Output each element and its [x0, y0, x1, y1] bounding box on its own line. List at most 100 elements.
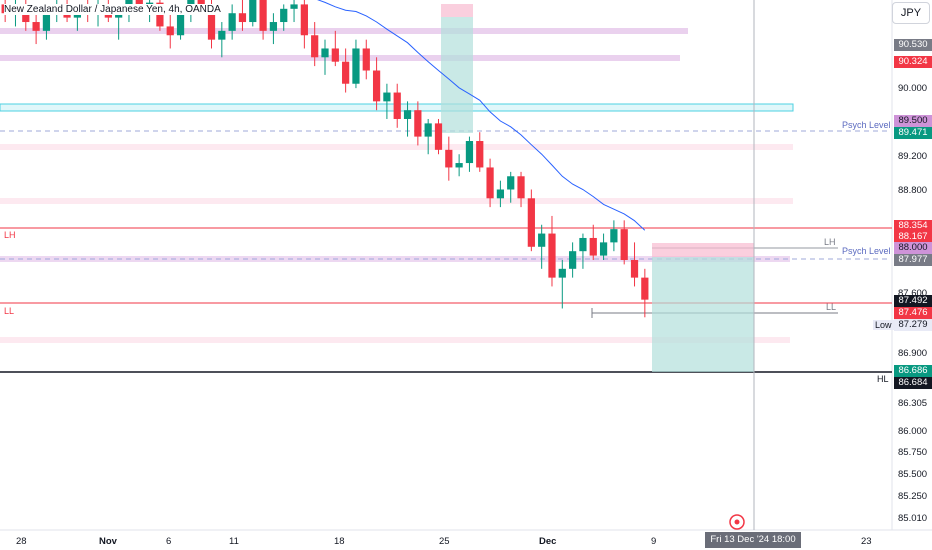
pink-zone-2[interactable]: [0, 198, 793, 204]
candle-body[interactable]: [641, 277, 649, 300]
candle-body[interactable]: [496, 189, 505, 199]
time-tick: 11: [229, 536, 239, 547]
psych-level-label-1: Psych Level: [842, 120, 891, 130]
price-tick: 85.010: [898, 513, 928, 524]
supply-zone-1[interactable]: [0, 28, 688, 34]
candle-body[interactable]: [486, 167, 494, 199]
candle-body[interactable]: [166, 26, 174, 36]
candle-body[interactable]: [238, 13, 247, 23]
candle-body[interactable]: [176, 13, 185, 36]
candle-body[interactable]: [599, 242, 608, 256]
ll-left-label: LL: [4, 306, 15, 316]
candle-body[interactable]: [218, 30, 226, 40]
candle-body[interactable]: [589, 237, 597, 256]
candle-body[interactable]: [321, 48, 329, 58]
price-tag-psych-upper: 89.500: [894, 115, 932, 127]
candle-body[interactable]: [414, 110, 422, 137]
price-tick: 86.305: [898, 398, 928, 409]
candle-body[interactable]: [135, 0, 143, 7]
candle-body[interactable]: [403, 110, 412, 119]
price-tag-last: 87.492: [894, 295, 932, 307]
candle-body[interactable]: [455, 163, 463, 168]
purple-zone-3[interactable]: [0, 256, 790, 262]
pink-zone-1[interactable]: [0, 144, 793, 150]
candle-body[interactable]: [269, 22, 278, 31]
price-tick: 87.600: [898, 288, 928, 299]
price-tag-grey: 87.977: [894, 254, 932, 266]
crosshair-date-label: Fri 13 Dec '24 18:00: [705, 532, 801, 548]
candle-body[interactable]: [569, 251, 577, 269]
candle-body[interactable]: [228, 13, 236, 31]
price-tag-ll: 87.476: [894, 307, 932, 319]
candle-body[interactable]: [434, 123, 443, 150]
candle-body[interactable]: [311, 35, 319, 58]
candle-body[interactable]: [393, 92, 401, 119]
moving-average-line[interactable]: [212, 0, 646, 231]
ll-right-label: LL: [826, 302, 837, 312]
candle-body[interactable]: [465, 141, 474, 164]
prev-trade-target[interactable]: [441, 17, 473, 133]
candle-body[interactable]: [476, 141, 484, 168]
candle-body[interactable]: [372, 70, 381, 102]
price-tick: 86.000: [898, 426, 928, 437]
candle-body[interactable]: [517, 176, 525, 199]
candle-body[interactable]: [558, 268, 566, 278]
price-tick: 88.800: [898, 185, 928, 196]
candle-body[interactable]: [331, 48, 339, 62]
time-tick: 18: [334, 536, 345, 547]
candle-body[interactable]: [610, 229, 618, 243]
time-tick: 28: [16, 536, 27, 547]
prev-trade-stop[interactable]: [441, 4, 473, 17]
candle-body[interactable]: [383, 92, 391, 102]
candle-body[interactable]: [538, 233, 546, 247]
candle-body[interactable]: [259, 0, 267, 31]
candle-body[interactable]: [197, 0, 205, 5]
candle-body[interactable]: [352, 48, 360, 84]
currency-button[interactable]: JPY: [892, 2, 930, 24]
trade-stop-zone[interactable]: [652, 243, 754, 257]
price-tag-lh: 88.354: [894, 220, 932, 232]
candle-body[interactable]: [32, 22, 40, 31]
candle-body[interactable]: [362, 48, 370, 71]
candle-body[interactable]: [300, 4, 308, 36]
candle-body[interactable]: [42, 13, 51, 31]
candle-body[interactable]: [445, 149, 453, 168]
candle-body[interactable]: [424, 123, 432, 137]
price-tag-psych-lower: 88.000: [894, 242, 932, 254]
candle-body[interactable]: [630, 260, 639, 278]
candle-body[interactable]: [207, 4, 216, 40]
trade-target-zone[interactable]: [652, 257, 754, 372]
price-tag-resistance: 90.530: [894, 39, 932, 51]
candle-body[interactable]: [548, 233, 556, 278]
time-tick: 23: [861, 536, 872, 547]
price-tick: 86.900: [898, 348, 928, 359]
candle-body[interactable]: [507, 176, 515, 190]
hl-label: HL: [877, 374, 889, 384]
pink-zone-3[interactable]: [0, 337, 790, 343]
time-tick: 9: [651, 536, 657, 547]
candle-body[interactable]: [290, 4, 298, 9]
price-tag-low: 87.279: [894, 319, 932, 331]
price-tag-resistance-2: 90.324: [894, 56, 932, 68]
price-tag-target: 86.686: [894, 365, 932, 377]
price-tick: 85.500: [898, 469, 928, 480]
time-tick: Nov: [99, 536, 117, 547]
lh-left-label: LH: [4, 230, 16, 240]
time-tick: Dec: [539, 536, 557, 547]
time-tick: 25: [439, 536, 450, 547]
candle-body[interactable]: [280, 8, 288, 23]
candles-group: [1, 0, 649, 318]
candle-body[interactable]: [620, 229, 628, 260]
candle-body[interactable]: [579, 237, 587, 252]
psych-level-label-2: Psych Level: [842, 246, 891, 256]
supply-zone-2[interactable]: [0, 55, 680, 61]
price-tick: 89.200: [898, 151, 928, 162]
lh-right-label: LH: [824, 237, 836, 247]
price-tick: 90.000: [898, 83, 928, 94]
candle-body[interactable]: [342, 61, 350, 84]
candle-body[interactable]: [527, 198, 535, 247]
price-tick: 85.250: [898, 491, 928, 502]
candle-body[interactable]: [249, 0, 257, 23]
alert-icon[interactable]: [729, 514, 745, 530]
